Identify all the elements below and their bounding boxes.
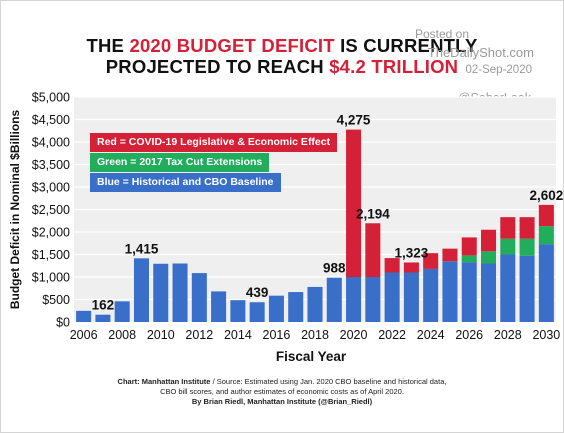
x-tick-label: 2026 bbox=[455, 328, 483, 342]
bar-blue-2028 bbox=[500, 254, 516, 322]
bar-blue-2023 bbox=[403, 272, 419, 322]
chart-title-line-2: PROJECTED TO REACH $4.2 TRILLION bbox=[105, 56, 459, 77]
bar-blue-2016 bbox=[268, 295, 284, 322]
bar-blue-2024 bbox=[423, 268, 439, 322]
watermark-posted: Posted on bbox=[414, 27, 469, 41]
x-tick-label: 2018 bbox=[301, 328, 329, 342]
y-tick-label: $2,500 bbox=[32, 203, 70, 217]
bar-blue-2030 bbox=[538, 244, 554, 322]
bar-red-2027 bbox=[481, 229, 497, 252]
bar-blue-2008 bbox=[114, 301, 130, 322]
y-tick-label: $1,500 bbox=[32, 248, 70, 262]
data-label: 988 bbox=[323, 261, 346, 276]
bar-green-2030 bbox=[538, 226, 554, 245]
x-tick-label: 2010 bbox=[147, 328, 175, 342]
chart-title-line-1: THE 2020 BUDGET DEFICIT IS CURRENTLY bbox=[86, 35, 478, 56]
bar-red-2021 bbox=[365, 223, 381, 277]
data-label: 439 bbox=[246, 285, 269, 300]
y-tick-label: $2,000 bbox=[32, 226, 70, 240]
bar-blue-2012 bbox=[191, 273, 207, 322]
data-label: 4,275 bbox=[337, 113, 371, 128]
y-tick-label: $4,000 bbox=[32, 136, 70, 150]
legend-covid: Red = COVID-19 Legislative & Economic Ef… bbox=[90, 133, 338, 152]
x-tick-label: 2022 bbox=[378, 328, 406, 342]
bar-blue-2029 bbox=[519, 255, 535, 322]
source-line-1: Chart: Manhattan Institute / Source: Est… bbox=[117, 377, 447, 386]
bar-red-2020 bbox=[346, 129, 362, 277]
data-label: 1,415 bbox=[125, 241, 159, 256]
y-tick-label: $4,500 bbox=[32, 113, 70, 127]
x-tick-label: 2020 bbox=[340, 328, 368, 342]
bar-blue-2025 bbox=[442, 261, 458, 322]
bar-blue-2026 bbox=[461, 262, 477, 322]
x-tick-label: 2006 bbox=[70, 328, 98, 342]
bar-blue-2018 bbox=[307, 286, 323, 322]
bar-blue-2019 bbox=[326, 277, 342, 322]
bar-red-2024 bbox=[423, 253, 439, 269]
bar-blue-2021 bbox=[365, 277, 381, 322]
y-tick-label: $3,500 bbox=[32, 158, 70, 172]
bar-blue-2010 bbox=[153, 263, 169, 322]
source-line-3: By Brian Riedl, Manhattan Institute (@Br… bbox=[191, 397, 373, 406]
x-tick-label: 2012 bbox=[185, 328, 213, 342]
data-label: 162 bbox=[92, 298, 115, 313]
bar-green-2027 bbox=[481, 251, 497, 264]
bar-blue-2015 bbox=[249, 302, 265, 322]
data-label: 2,602 bbox=[529, 188, 563, 203]
y-tick-label: $1,000 bbox=[32, 271, 70, 285]
bar-red-2028 bbox=[500, 217, 516, 239]
bar-blue-2013 bbox=[211, 291, 227, 322]
bar-red-2029 bbox=[519, 217, 535, 239]
y-tick-label: $3,000 bbox=[32, 181, 70, 195]
bar-blue-2022 bbox=[384, 272, 400, 322]
data-label: 2,194 bbox=[356, 206, 390, 221]
legend-baseline: Blue = Historical and CBO Baseline bbox=[90, 173, 281, 192]
bar-green-2028 bbox=[500, 238, 516, 255]
watermark-site: TheDailyShot.com bbox=[427, 45, 534, 60]
x-tick-label: 2030 bbox=[532, 328, 560, 342]
y-tick-label: $500 bbox=[42, 293, 70, 307]
bar-red-2026 bbox=[461, 237, 477, 256]
x-axis-title: Fiscal Year bbox=[276, 349, 347, 364]
x-tick-label: 2016 bbox=[263, 328, 291, 342]
source-line-2: CBO bill scores, and author estimates of… bbox=[160, 387, 404, 396]
bar-blue-2009 bbox=[133, 258, 149, 322]
bar-red-2022 bbox=[384, 258, 400, 273]
bar-blue-2017 bbox=[288, 292, 304, 322]
bar-red-2030 bbox=[538, 204, 554, 227]
bar-green-2026 bbox=[461, 255, 477, 263]
x-tick-label: 2008 bbox=[108, 328, 136, 342]
legend-tax-cut: Green = 2017 Tax Cut Extensions bbox=[90, 153, 270, 172]
bar-red-2023 bbox=[403, 262, 419, 273]
bar-blue-2027 bbox=[481, 263, 497, 322]
x-tick-label: 2028 bbox=[494, 328, 522, 342]
watermark-date: 02-Sep-2020 bbox=[465, 64, 533, 76]
x-tick-label: 2014 bbox=[224, 328, 252, 342]
bar-red-2025 bbox=[442, 248, 458, 262]
bar-blue-2011 bbox=[172, 263, 188, 322]
y-tick-label: $0 bbox=[56, 316, 70, 330]
bar-blue-2020 bbox=[346, 277, 362, 322]
y-tick-label: $5,000 bbox=[32, 91, 70, 105]
bar-blue-2007 bbox=[95, 314, 111, 322]
bar-blue-2006 bbox=[76, 310, 92, 322]
y-axis-title: Budget Deficit in Nominal $Billions bbox=[8, 110, 22, 310]
bar-green-2029 bbox=[519, 238, 535, 256]
x-tick-label: 2024 bbox=[417, 328, 445, 342]
bar-blue-2014 bbox=[230, 300, 246, 322]
data-label: 1,323 bbox=[395, 245, 429, 260]
